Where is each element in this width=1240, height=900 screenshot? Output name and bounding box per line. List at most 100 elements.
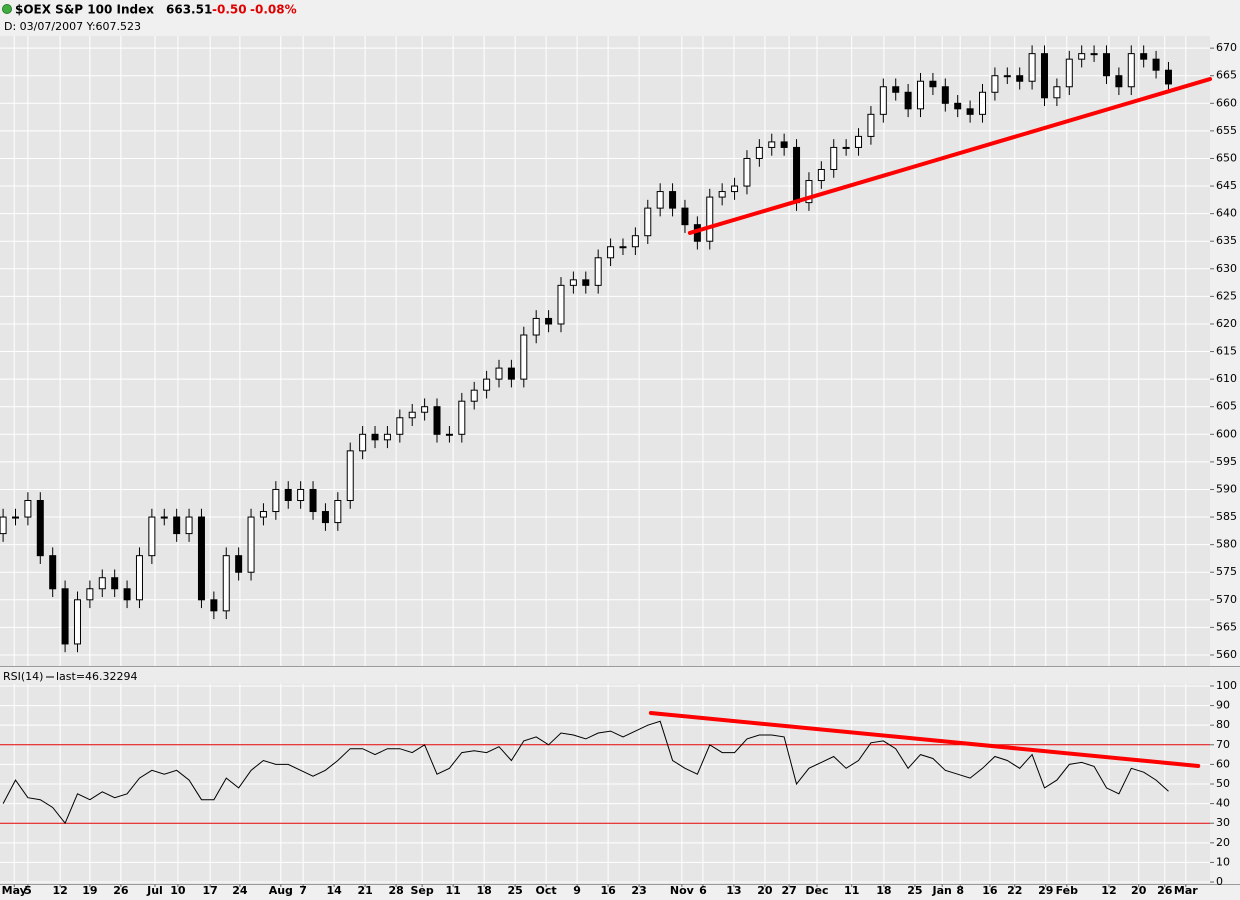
candle-body — [879, 86, 887, 115]
candle-body — [61, 588, 69, 645]
x-tick-label: May — [2, 884, 27, 897]
candle-body — [297, 488, 305, 502]
candle-body — [123, 588, 131, 601]
candle-body — [966, 108, 974, 115]
x-tick-label: Oct — [536, 884, 557, 897]
rsi-header — [0, 668, 1240, 684]
candle-body — [49, 555, 57, 590]
chart-title: $OEX S&P 100 Index — [15, 3, 154, 17]
candle-body — [334, 500, 342, 524]
x-tick-label: 20 — [757, 884, 773, 897]
candle-body — [0, 516, 7, 535]
x-tick-label: 21 — [357, 884, 372, 897]
candle-body — [755, 146, 763, 159]
candle-body — [1053, 86, 1061, 99]
x-tick-label: Mar — [1174, 884, 1198, 897]
candle-body — [1127, 53, 1135, 88]
price-change-pct: -0.08% — [250, 3, 297, 17]
candle-body — [1065, 58, 1073, 88]
candle-body — [36, 500, 44, 557]
candle-body — [272, 488, 280, 513]
candle-body — [359, 433, 367, 452]
candle-body — [718, 191, 726, 198]
x-tick-label: Jan — [932, 884, 952, 897]
x-tick-label: 25 — [907, 884, 922, 897]
candle-body — [235, 555, 243, 573]
candle-body — [569, 279, 577, 286]
x-tick-label: 5 — [24, 884, 32, 897]
candle-body — [284, 488, 292, 502]
y-tick-label: 625 — [1216, 289, 1237, 302]
candle-body — [222, 555, 230, 612]
candle-body — [495, 367, 503, 380]
candle-body — [210, 599, 218, 612]
y-tick-label: 10 — [1216, 855, 1230, 868]
y-tick-label: 565 — [1216, 620, 1237, 633]
candle-body — [470, 389, 478, 402]
candle-body — [86, 588, 94, 601]
x-tick-label: 17 — [202, 884, 217, 897]
candle-body — [321, 511, 329, 524]
rsi-title: RSI(14) — [3, 670, 43, 683]
x-tick-label: 9 — [573, 884, 581, 897]
y-tick-label: 70 — [1216, 738, 1230, 751]
x-tick-label: 26 — [1157, 884, 1173, 897]
y-tick-label: 580 — [1216, 538, 1237, 551]
candle-body — [520, 334, 528, 380]
y-tick-label: 635 — [1216, 234, 1237, 247]
x-tick-label: Aug — [269, 884, 293, 897]
candle-body — [1028, 53, 1036, 82]
candle-body — [11, 516, 19, 519]
y-tick-label: 50 — [1216, 777, 1230, 790]
candle-body — [1016, 75, 1024, 82]
candle-body — [247, 516, 255, 573]
last-price: 663.51 — [166, 3, 212, 17]
candle-body — [669, 191, 677, 209]
candle-body — [135, 555, 143, 601]
candle-body — [24, 500, 32, 518]
x-tick-label: 18 — [476, 884, 491, 897]
candle-body — [768, 141, 776, 148]
candle-body — [706, 196, 714, 242]
candle-body — [830, 146, 838, 171]
y-tick-label: 660 — [1216, 96, 1237, 109]
candle-body — [1140, 53, 1148, 60]
candle-body — [173, 516, 181, 535]
candle-body — [892, 86, 900, 93]
y-tick-label: 30 — [1216, 816, 1230, 829]
candle-body — [197, 516, 205, 601]
y-tick-label: 585 — [1216, 510, 1237, 523]
candle-body — [793, 146, 801, 204]
x-tick-label: 11 — [445, 884, 460, 897]
y-tick-label: 0 — [1216, 875, 1223, 888]
candle-body — [1115, 75, 1123, 88]
candle-body — [73, 599, 81, 645]
x-tick-label: 7 — [299, 884, 307, 897]
candle-body — [607, 246, 615, 259]
rsi-line — [2, 720, 1169, 825]
x-tick-label: 16 — [600, 884, 616, 897]
candle-body — [979, 91, 987, 115]
y-tick-label: 90 — [1216, 699, 1230, 712]
y-tick-label: 80 — [1216, 718, 1230, 731]
x-tick-label: Feb — [1056, 884, 1079, 897]
y-tick-label: 630 — [1216, 262, 1237, 275]
candle-body — [731, 185, 739, 193]
x-tick-label: Dec — [805, 884, 828, 897]
candle-body — [1090, 53, 1098, 56]
y-tick-label: 590 — [1216, 482, 1237, 495]
x-tick-label: 13 — [726, 884, 741, 897]
candle-body — [532, 317, 540, 336]
candle-body — [98, 577, 106, 590]
y-tick-label: 605 — [1216, 400, 1237, 413]
candle-body — [160, 516, 168, 519]
x-tick-label: 26 — [113, 884, 129, 897]
candle-body — [805, 180, 813, 204]
y-tick-label: 560 — [1216, 648, 1237, 661]
candle-body — [483, 378, 491, 391]
candle-body — [656, 191, 664, 209]
candle-body — [904, 91, 912, 110]
candle-body — [855, 135, 863, 148]
y-tick-label: 650 — [1216, 151, 1237, 164]
